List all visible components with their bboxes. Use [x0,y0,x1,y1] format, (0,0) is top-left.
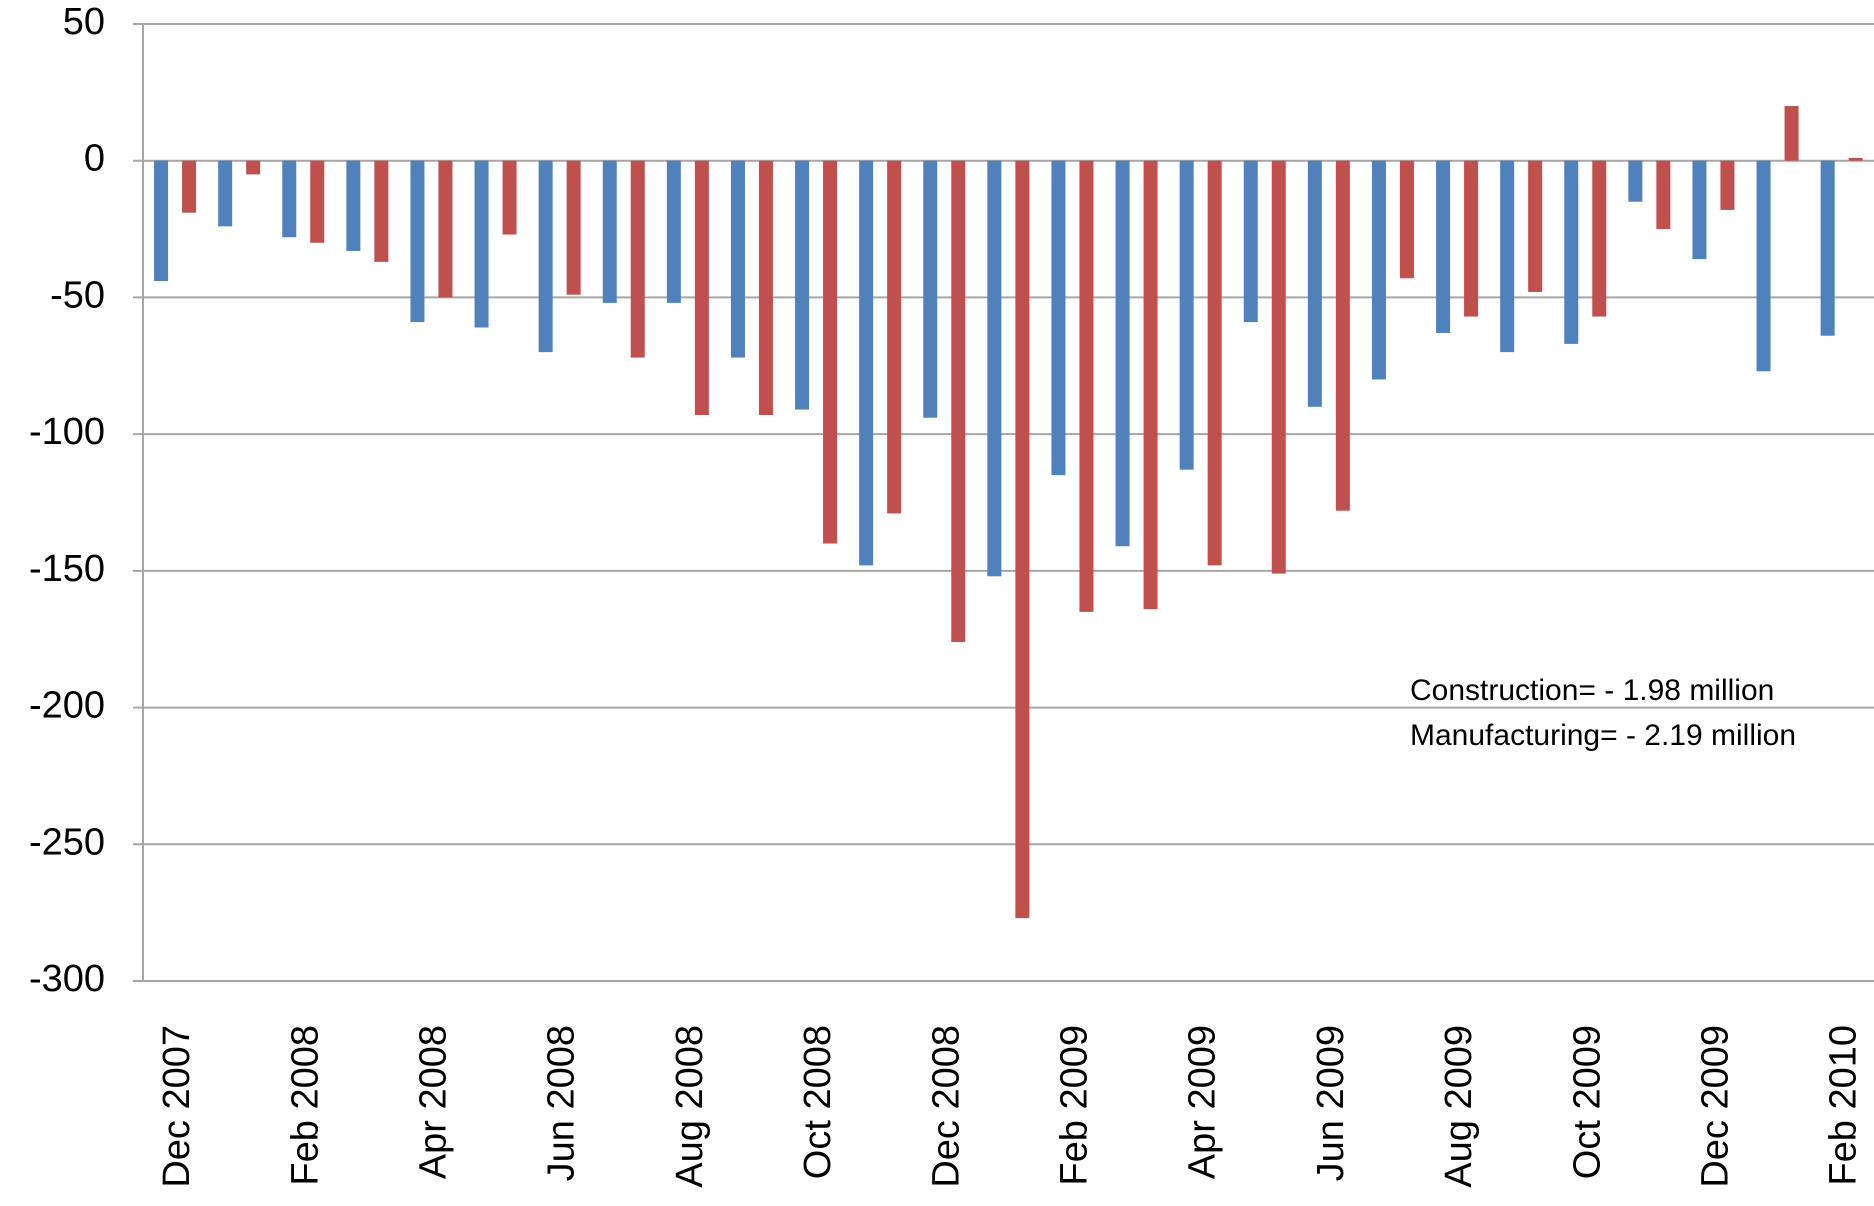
bar [218,160,233,227]
bar [1051,160,1066,476]
bar [1243,160,1258,323]
bar [795,160,810,410]
x-tick-label: Dec 2009 [1694,1025,1736,1188]
bar [154,160,169,282]
bar [1335,160,1350,511]
bar [1115,160,1130,547]
bar [1820,160,1835,336]
x-tick-label: Dec 2008 [925,1025,967,1188]
bar [566,160,581,295]
bar [859,160,874,566]
x-tick-label: Aug 2008 [669,1025,711,1188]
bar [887,160,902,514]
bar [410,160,425,323]
bar [987,160,1002,577]
bar [823,160,838,544]
y-tick-label: 50 [63,1,105,43]
bar [1399,160,1414,279]
bar [1271,160,1286,574]
bar [1179,160,1194,470]
bar [923,160,938,418]
y-tick-label: 0 [84,138,105,180]
y-tick-label: -100 [29,411,105,453]
bar [666,160,681,303]
bar [602,160,617,303]
annotation: Manufacturing= - 2.19 million [1410,719,1796,752]
x-tick-label: Apr 2009 [1182,1025,1224,1179]
y-tick-label: -200 [29,685,105,727]
bar [1848,157,1863,161]
bar [374,160,389,262]
x-tick-label: Jun 2008 [541,1025,583,1181]
x-tick-label: Feb 2010 [1823,1025,1865,1186]
x-tick-label: Feb 2008 [284,1025,326,1186]
bar [1015,160,1030,919]
x-tick-label: Apr 2008 [412,1025,454,1179]
bar [1436,160,1451,333]
bar [538,160,553,353]
annotation: Construction= - 1.98 million [1410,674,1774,707]
bar [502,160,517,235]
y-tick-label: -300 [29,958,105,1000]
bar [1143,160,1158,610]
y-tick-label: -50 [50,274,105,316]
bar [1692,160,1707,260]
bar [758,160,773,416]
bar [1564,160,1579,344]
bar [282,160,297,238]
x-tick-label: Dec 2007 [156,1025,198,1188]
bar [1307,160,1322,407]
bar [310,160,325,243]
x-tick-label: Oct 2009 [1566,1025,1608,1179]
bar [1756,160,1771,372]
bar [1656,160,1671,230]
bar [730,160,745,358]
bar [1464,160,1479,317]
y-tick-label: -150 [29,548,105,590]
bar [1720,160,1735,210]
y-tick-label: -250 [29,821,105,863]
bar [1207,160,1222,566]
bar [1079,160,1094,612]
bar [630,160,645,358]
bar [951,160,966,642]
bar [1592,160,1607,317]
x-tick-label: Feb 2009 [1053,1025,1095,1186]
bar [1528,160,1543,292]
bar [1371,160,1386,380]
x-tick-label: Oct 2008 [797,1025,839,1179]
x-tick-label: Jun 2009 [1310,1025,1352,1181]
bar [246,160,261,175]
bar [438,160,453,298]
bar [474,160,489,328]
x-tick-label: Aug 2009 [1438,1025,1480,1188]
bar [1628,160,1643,202]
bar [1784,106,1799,161]
bar [1500,160,1515,353]
bar [346,160,361,251]
bar [694,160,709,416]
bar [182,160,197,213]
